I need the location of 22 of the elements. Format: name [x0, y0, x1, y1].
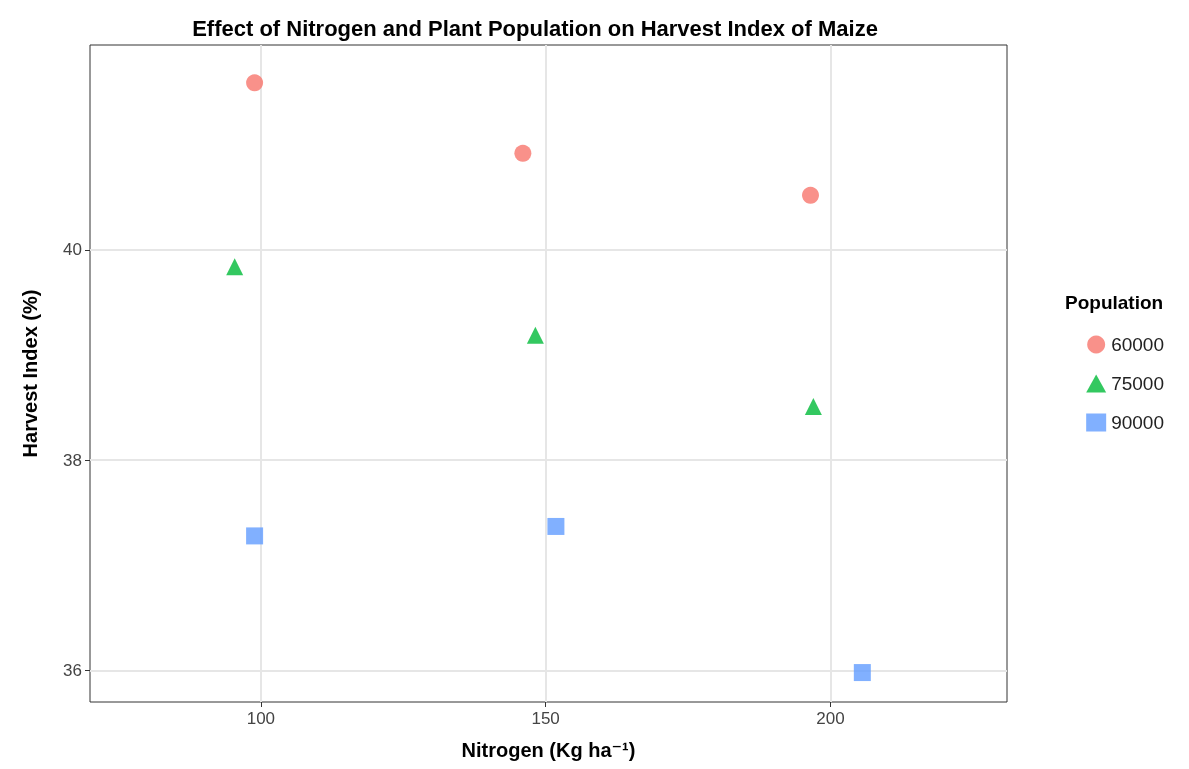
point — [246, 74, 264, 92]
point — [226, 258, 244, 276]
point — [804, 398, 822, 416]
point — [853, 664, 871, 682]
legend-label: 60000 — [1111, 334, 1165, 355]
x-axis-title: Nitrogen (Kg ha⁻¹) — [461, 739, 636, 761]
legend-label: 90000 — [1111, 412, 1165, 433]
x-tick-label: 100 — [246, 709, 276, 728]
y-axis-title: Harvest Index (%) — [19, 289, 41, 458]
y-tick-label: 38 — [63, 450, 82, 470]
legend-title: Population — [1065, 292, 1164, 313]
chart-title: Effect of Nitrogen and Plant Population on Harvest Index of Maize — [192, 15, 878, 41]
y-tick-label: 40 — [63, 240, 82, 260]
point — [526, 326, 544, 344]
point — [514, 144, 532, 162]
point — [547, 517, 565, 535]
x-tick-label: 200 — [816, 709, 845, 728]
x-tick-label: 150 — [531, 709, 560, 728]
legend-label: 75000 — [1111, 373, 1165, 394]
point — [802, 186, 819, 204]
y-tick-label: 36 — [63, 660, 82, 680]
point — [246, 527, 264, 545]
